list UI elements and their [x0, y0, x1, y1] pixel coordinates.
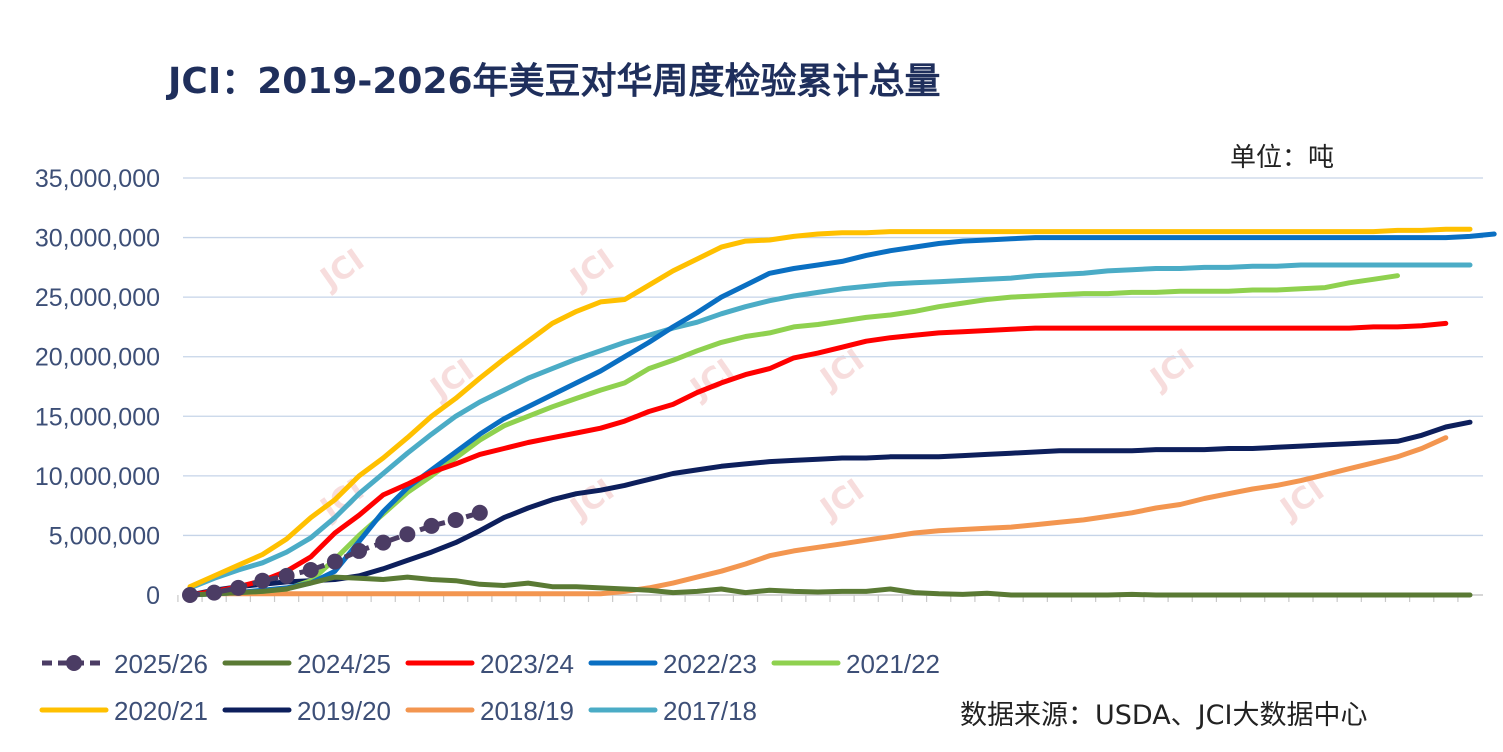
legend-item-2025-26-marker [66, 655, 82, 671]
series-2021-22-line [187, 273, 1400, 598]
watermark: JCI [313, 472, 371, 527]
series-2023-24-line [187, 320, 1449, 598]
legend-item-2021-22-label: 2021/22 [846, 649, 940, 679]
y-tick-label: 20,000,000 [35, 344, 160, 372]
series-2025-26-point [278, 567, 295, 584]
watermark: JCI [563, 242, 621, 297]
series-2025-26-point [230, 579, 247, 596]
watermark: JCI [563, 472, 621, 527]
y-tick-label: 30,000,000 [35, 225, 160, 253]
series-2025-26-point [399, 526, 416, 543]
series-layer [182, 226, 1497, 603]
series-2017-18-line [187, 262, 1473, 591]
series-2025-26-point [471, 504, 488, 521]
series-2025-26-point [206, 584, 223, 601]
series-2018-19-line [187, 435, 1449, 597]
legend-item-2025-26-label: 2025/26 [114, 649, 208, 679]
y-axis: 0 5,000,000 10,000,000 15,000,000 20,000,000… [35, 165, 160, 610]
source-label: 数据来源：USDA、JCI大数据中心 [960, 700, 1368, 731]
series-2024-25-line [187, 574, 1473, 598]
series-2019-20-line [187, 419, 1473, 598]
y-tick-label: 35,000,000 [35, 165, 160, 193]
series-2025-26-point [302, 561, 319, 578]
legend-item-2020-21-label: 2020/21 [114, 696, 208, 726]
y-tick-label: 25,000,000 [35, 284, 160, 312]
watermark: JCI [313, 242, 371, 297]
series-2025-26-point [423, 517, 440, 534]
chart-title: JCI：2019-2026年美豆对华周度检验累计总量 [168, 61, 941, 102]
y-tick-label: 15,000,000 [35, 403, 160, 431]
y-tick-label: 0 [146, 582, 160, 610]
series-2025-26-point [326, 553, 343, 570]
legend-item-2018-19-label: 2018/19 [480, 696, 574, 726]
series-2025-26-point [182, 587, 198, 603]
series-2025-26-point [254, 572, 271, 589]
series-2022-23-line [187, 231, 1497, 598]
legend-item-2022-23-label: 2022/23 [663, 649, 757, 679]
legend-item-2019-20-label: 2019/20 [297, 696, 391, 726]
y-tick-label: 5,000,000 [49, 522, 160, 550]
y-tick-label: 10,000,000 [35, 463, 160, 491]
legend-item-2017-18-label: 2017/18 [663, 696, 757, 726]
series-2020-21-line [187, 226, 1473, 590]
unit-label: 单位：吨 [1230, 143, 1335, 173]
series-2025-26-point [375, 534, 392, 551]
watermark: JCI [813, 472, 871, 527]
series-2025-26-point [447, 511, 464, 528]
legend-item-2024-25-label: 2024/25 [297, 649, 391, 679]
watermark: JCI [1143, 342, 1201, 397]
gridlines [183, 177, 1483, 537]
series-2025-26-point [351, 542, 368, 559]
legend: 2025/26 2024/25 2023/24 2022/23 2021/22 2020/… [39, 649, 940, 726]
legend-item-2023-24-label: 2023/24 [480, 649, 574, 679]
